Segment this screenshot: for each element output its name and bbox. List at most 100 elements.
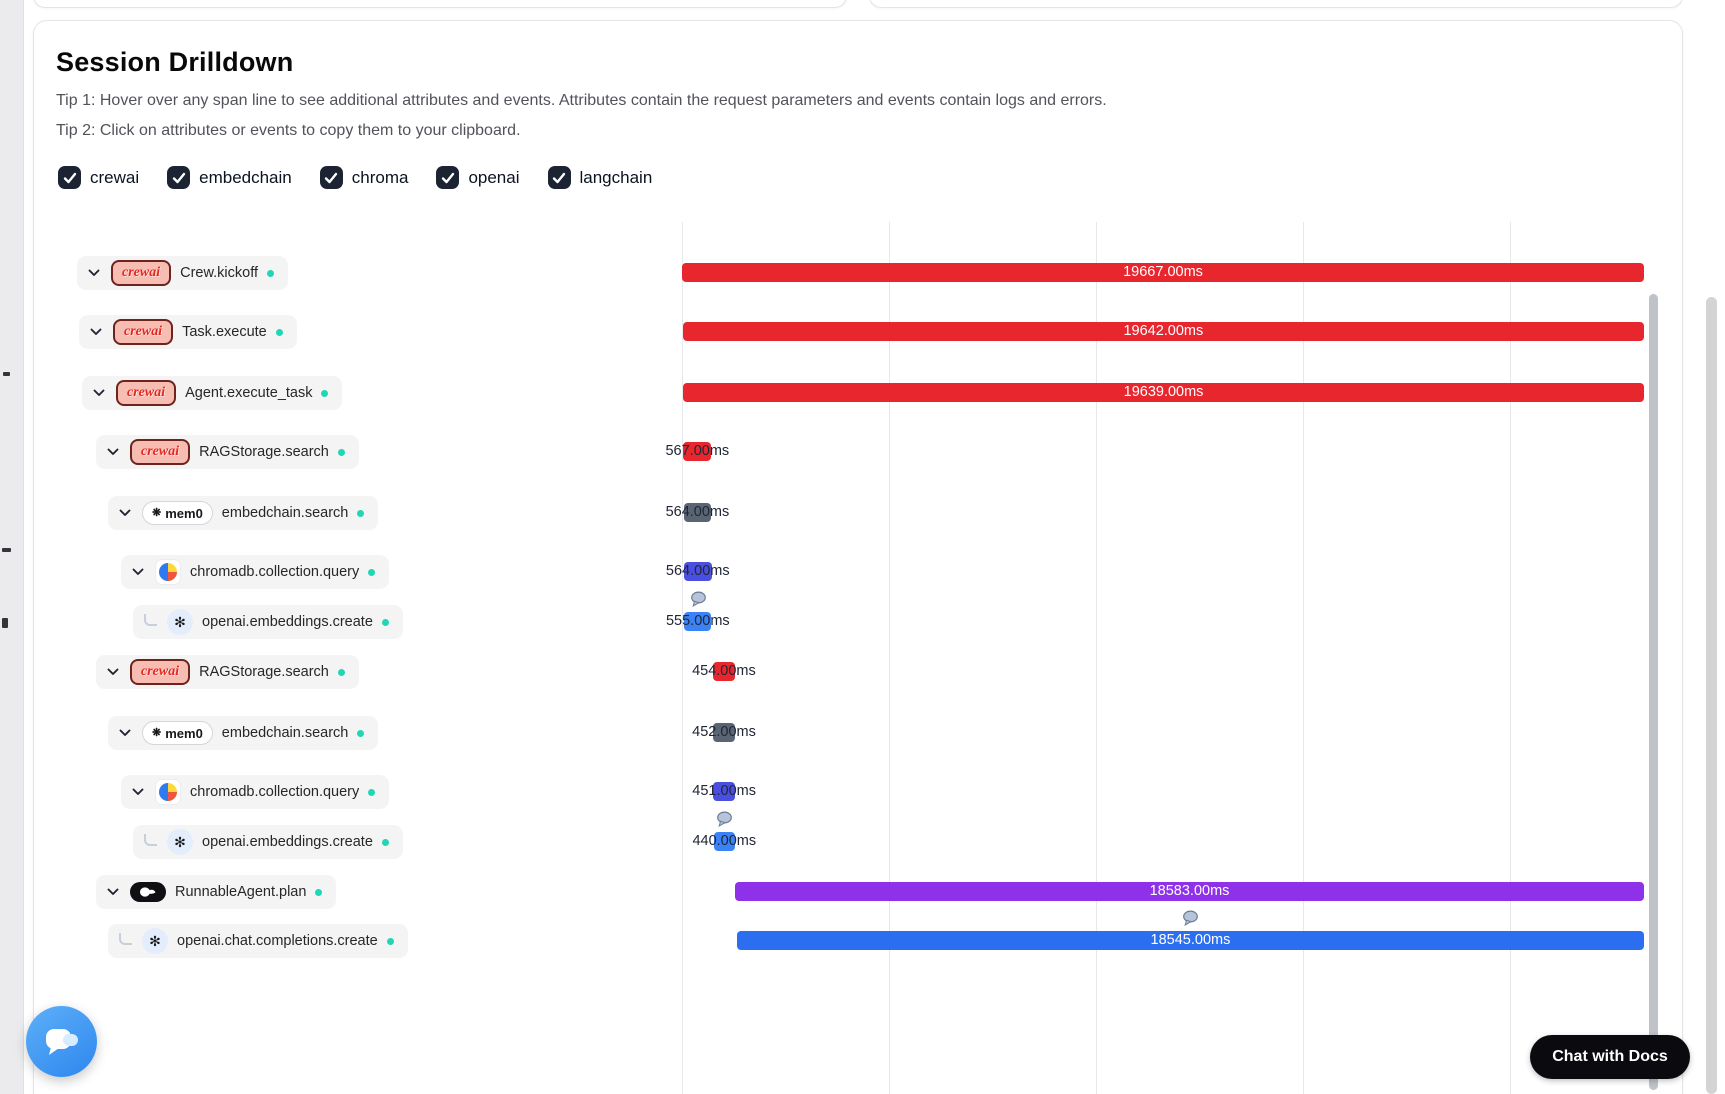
- mem0-logo: ❋ mem0: [142, 501, 213, 525]
- chat-with-docs-button[interactable]: Chat with Docs: [1530, 1035, 1690, 1079]
- expand-chevron-icon[interactable]: [117, 505, 133, 521]
- event-bubble-icon[interactable]: [1182, 910, 1199, 927]
- span-bar[interactable]: [712, 662, 736, 681]
- span-row-pill[interactable]: ✻ openai.embeddings.create: [133, 825, 403, 859]
- left-edge-artifact: [2, 618, 8, 628]
- span-duration-label: 19642.00ms: [1123, 323, 1204, 339]
- crewai-logo: crewai: [113, 319, 174, 345]
- span-name: RAGStorage.search: [199, 664, 329, 680]
- filter-label: crewai: [90, 167, 140, 187]
- span-duration-label: 451.00ms: [692, 783, 756, 799]
- span-row-pill[interactable]: crewai Crew.kickoff: [77, 256, 289, 290]
- span-bar[interactable]: [736, 931, 1644, 950]
- span-row-pill[interactable]: chromadb.collection.query: [121, 555, 390, 589]
- span-name: chromadb.collection.query: [190, 564, 360, 580]
- left-edge-artifact: [3, 372, 10, 376]
- crewai-logo: crewai: [130, 439, 191, 465]
- span-row-pill[interactable]: crewai RAGStorage.search: [96, 655, 359, 689]
- span-bar[interactable]: [682, 322, 1644, 341]
- span-name: embedchain.search: [221, 505, 349, 521]
- status-dot: [275, 328, 283, 336]
- filter-checkbox[interactable]: [167, 166, 191, 189]
- expand-chevron-icon[interactable]: [105, 884, 121, 900]
- expand-chevron-icon[interactable]: [86, 265, 102, 281]
- chroma-logo: [155, 559, 181, 585]
- span-row-pill[interactable]: RunnableAgent.plan: [96, 875, 337, 909]
- status-dot: [267, 269, 275, 277]
- event-bubble-icon[interactable]: [716, 811, 733, 828]
- span-bar[interactable]: [713, 832, 736, 851]
- filter-checkbox[interactable]: [547, 166, 571, 189]
- filter-checkbox[interactable]: [58, 166, 81, 189]
- span-row-pill[interactable]: crewai Task.execute: [79, 315, 297, 349]
- chat-with-docs-label: Chat with Docs: [1552, 1048, 1668, 1065]
- span-duration-label: 555.00ms: [665, 613, 730, 629]
- filter-checkbox[interactable]: [319, 166, 343, 189]
- span-name: Agent.execute_task: [185, 385, 313, 401]
- filter-item[interactable]: crewai: [58, 166, 139, 189]
- span-row-pill[interactable]: ❋ mem0 embedchain.search: [108, 496, 379, 530]
- span-bar[interactable]: [683, 562, 712, 581]
- span-name: chromadb.collection.query: [190, 784, 360, 800]
- filter-checkbox[interactable]: [436, 166, 460, 189]
- span-bar[interactable]: [683, 383, 1644, 402]
- span-bar[interactable]: [735, 882, 1644, 901]
- chroma-logo: [155, 779, 181, 805]
- filter-label: langchain: [579, 167, 653, 187]
- span-row-pill[interactable]: crewai RAGStorage.search: [96, 435, 359, 469]
- span-bar[interactable]: [683, 442, 712, 461]
- status-dot: [357, 729, 365, 737]
- event-bubble-icon[interactable]: [690, 591, 707, 608]
- grid-line: [682, 222, 683, 1094]
- span-duration-label: 18545.00ms: [1150, 932, 1231, 948]
- status-dot: [381, 838, 389, 846]
- span-duration-label: 564.00ms: [665, 504, 730, 520]
- chart-vertical-scrollbar[interactable]: [1649, 294, 1658, 1090]
- status-dot: [321, 389, 329, 397]
- span-row-pill[interactable]: ❋ mem0 embedchain.search: [108, 716, 379, 750]
- filter-item[interactable]: openai: [436, 166, 520, 189]
- filter-item[interactable]: embedchain: [167, 166, 292, 189]
- openai-logo: ✻: [142, 928, 168, 954]
- expand-chevron-icon[interactable]: [117, 725, 133, 741]
- mem0-logo-text: mem0: [165, 725, 203, 741]
- span-bar[interactable]: [684, 612, 712, 631]
- span-name: Crew.kickoff: [180, 265, 259, 281]
- status-dot: [315, 888, 323, 896]
- span-bar[interactable]: [683, 503, 712, 522]
- filter-item[interactable]: chroma: [319, 166, 408, 189]
- chat-bubbles-icon: [41, 1022, 83, 1062]
- expand-chevron-icon[interactable]: [105, 664, 121, 680]
- chat-widget-button[interactable]: [26, 1006, 97, 1077]
- span-row-pill[interactable]: chromadb.collection.query: [121, 775, 390, 809]
- filter-label: embedchain: [199, 167, 292, 187]
- openai-logo: ✻: [167, 829, 193, 855]
- expand-chevron-icon[interactable]: [130, 564, 146, 580]
- span-name: embedchain.search: [221, 725, 349, 741]
- status-dot: [381, 618, 389, 626]
- crewai-logo: crewai: [130, 659, 191, 685]
- filter-item[interactable]: langchain: [547, 166, 653, 189]
- span-duration-label: 19639.00ms: [1123, 384, 1204, 400]
- expand-chevron-icon[interactable]: [105, 444, 121, 460]
- span-duration-label: 454.00ms: [692, 663, 756, 679]
- chroma-circle-icon: [159, 783, 177, 801]
- span-bar[interactable]: [712, 723, 736, 742]
- span-bar[interactable]: [713, 782, 736, 801]
- span-row-pill[interactable]: ✻ openai.chat.completions.create: [108, 924, 408, 958]
- span-row-pill[interactable]: crewai Agent.execute_task: [82, 376, 343, 410]
- span-bar[interactable]: [682, 263, 1644, 282]
- grid-line: [1510, 222, 1511, 1094]
- page-scrollbar[interactable]: [1706, 297, 1717, 1094]
- expand-chevron-icon[interactable]: [130, 784, 146, 800]
- tip-2-text: Tip 2: Click on attributes or events to …: [56, 122, 521, 139]
- tree-connector-icon: [144, 833, 157, 846]
- expand-chevron-icon[interactable]: [88, 324, 104, 340]
- left-edge-artifact: [2, 548, 11, 552]
- expand-chevron-icon[interactable]: [91, 385, 107, 401]
- span-name: openai.embeddings.create: [202, 834, 373, 850]
- status-dot: [368, 788, 376, 796]
- span-row-pill[interactable]: ✻ openai.embeddings.create: [133, 605, 403, 639]
